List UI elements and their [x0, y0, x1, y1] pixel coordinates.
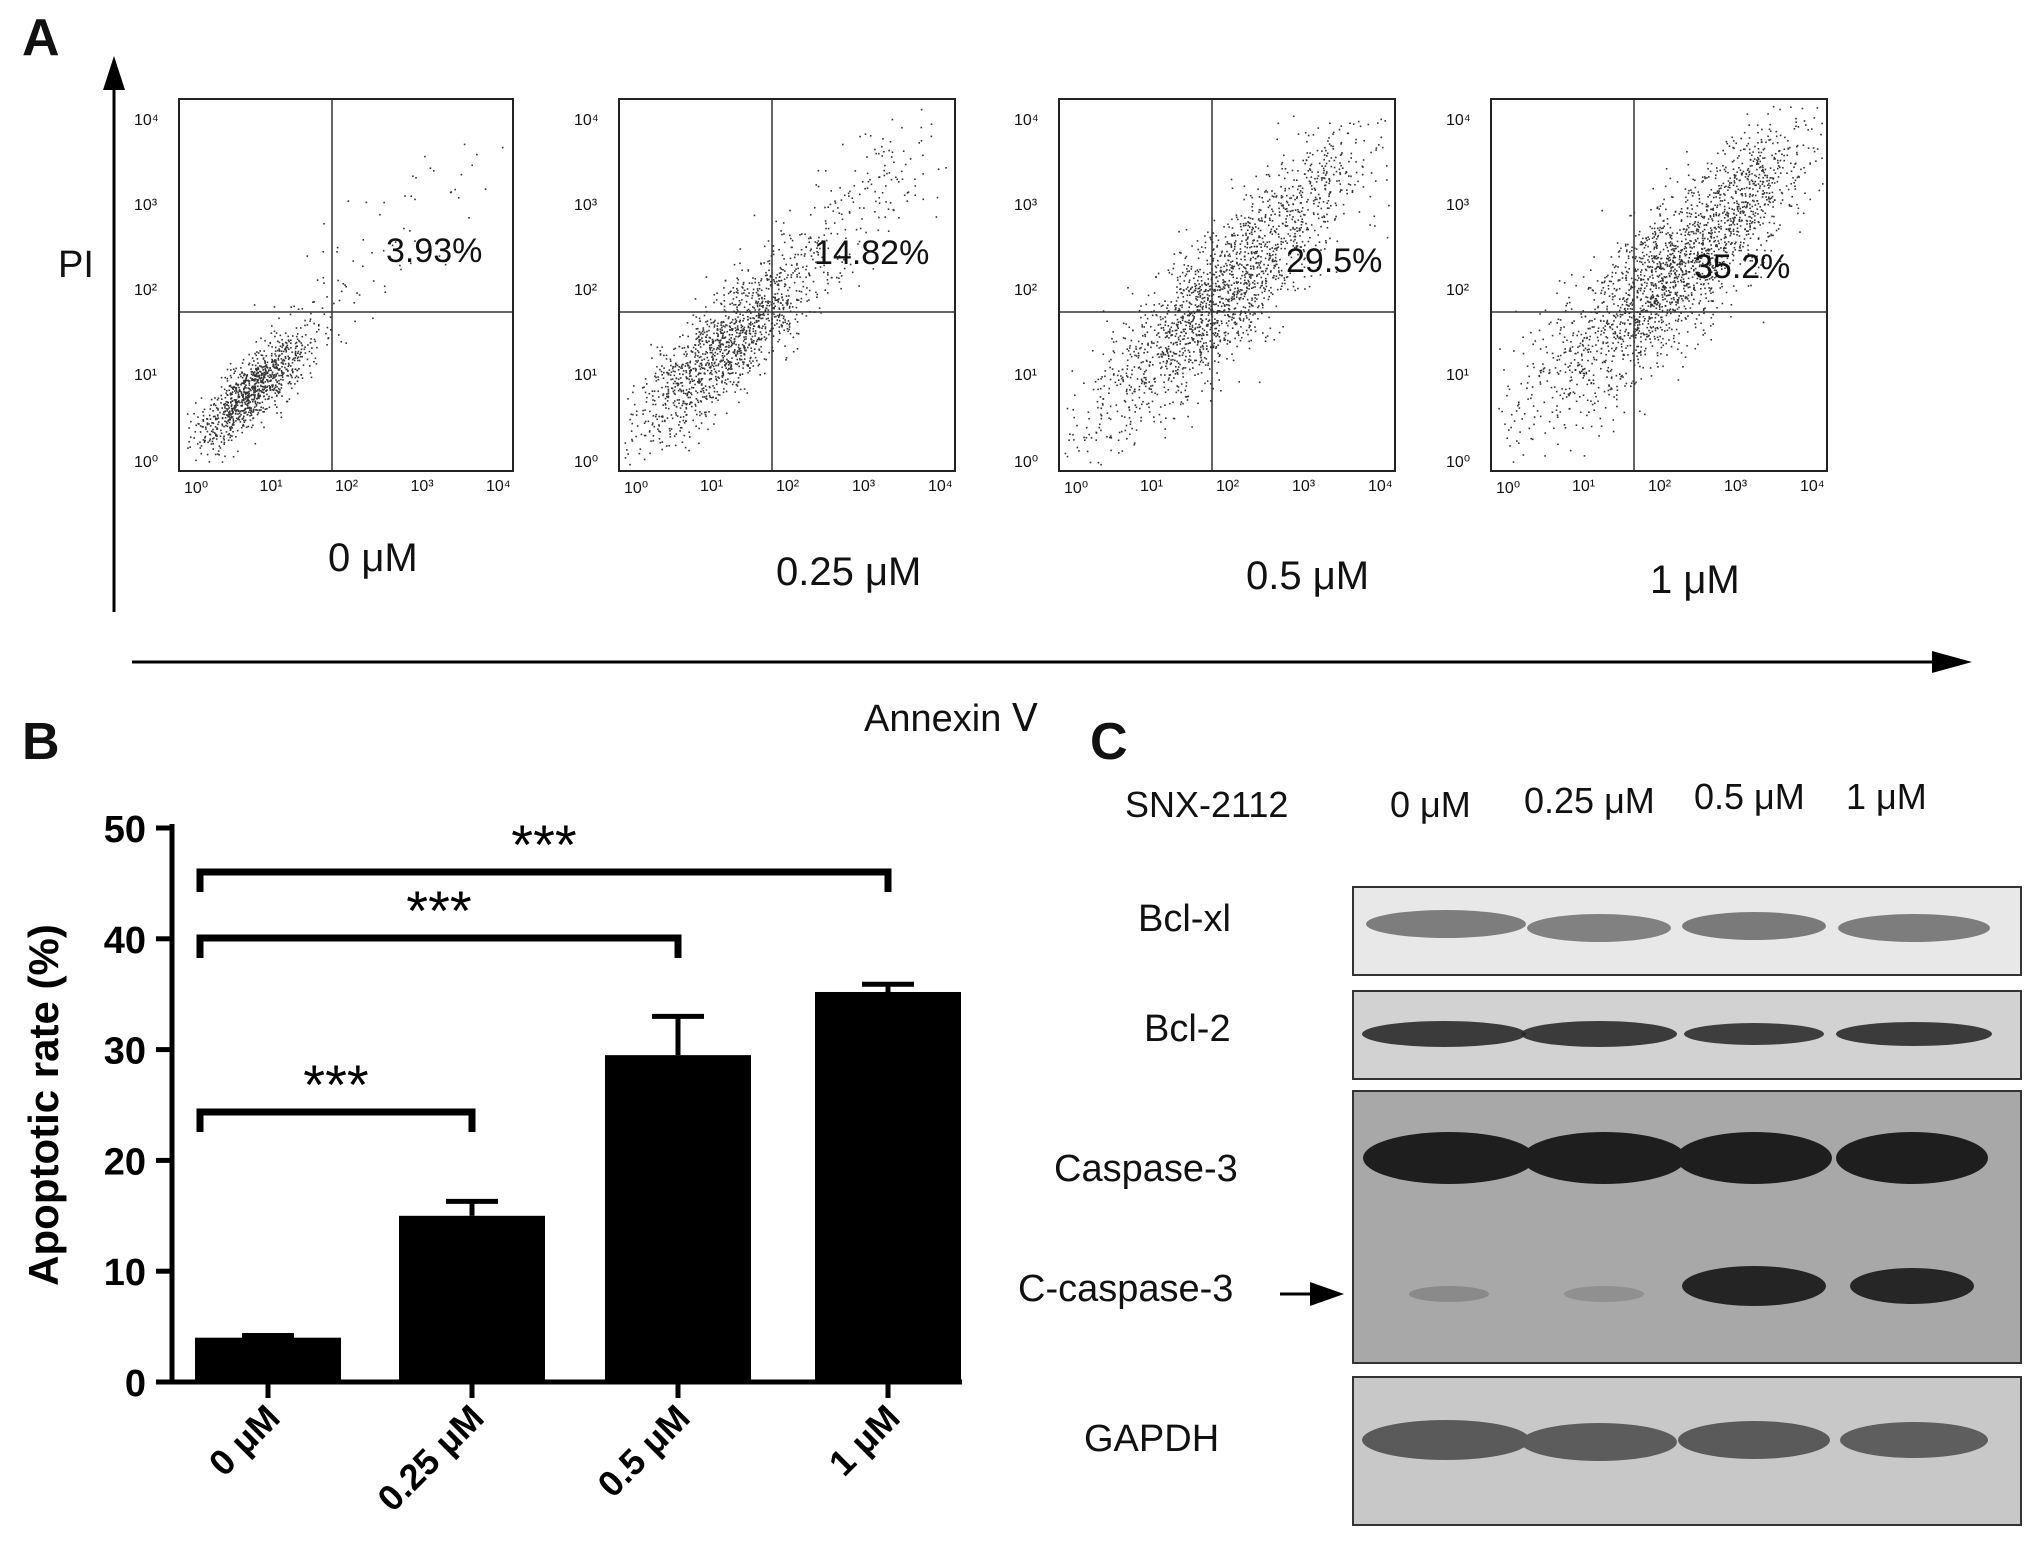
panel-letter-b: B — [22, 713, 60, 771]
flow-x-tick-2-3: 10³ — [1292, 478, 1316, 495]
flow-x-tick-3-4: 10⁴ — [1800, 478, 1825, 495]
flow-x-tick-3-0: 10⁰ — [1496, 480, 1521, 497]
apoptotic-rate-bar-chart: 0 10 20 30 40 50 Apoptotic rate (%) 0 μM 0.25 μM… — [20, 809, 962, 1519]
lane-label-1: 0.25 μM — [1524, 780, 1655, 821]
flow-y-tick-0-2: 10² — [134, 282, 158, 299]
flow-x-tick-3-1: 10¹ — [1572, 478, 1596, 495]
y-tick-label-1: 10 — [104, 1252, 146, 1294]
flow-y-tick-1-2: 10² — [574, 282, 598, 299]
blot-label-c-caspase-3: C-caspase-3 — [1018, 1268, 1234, 1310]
blot-label-gapdh: GAPDH — [1084, 1418, 1220, 1460]
flow-y-tick-1-0: 10⁰ — [574, 454, 599, 471]
bar-2 — [605, 1055, 751, 1382]
significance-label-0: *** — [303, 1053, 368, 1116]
annexin-axis-label: Annexin Ⅴ — [864, 698, 1038, 740]
blot-bcl-xl — [1352, 886, 2022, 976]
x-tick-label-0: 0 μM — [201, 1397, 288, 1484]
blot-caspase-3 — [1352, 1090, 2022, 1364]
flow-y-tick-3-1: 10¹ — [1446, 367, 1470, 384]
significance-bracket-1 — [196, 934, 682, 958]
flow-x-tick-0-2: 10² — [335, 478, 359, 495]
flow-x-tick-2-0: 10⁰ — [1064, 480, 1089, 497]
flow-y-tick-1-4: 10⁴ — [574, 112, 599, 129]
flow-plot-2 — [1058, 98, 1396, 472]
flow-y-tick-3-0: 10⁰ — [1446, 454, 1471, 471]
blot-gapdh — [1352, 1376, 2022, 1526]
y-tick-label-0: 0 — [125, 1363, 146, 1405]
flow-plot-0 — [178, 98, 514, 472]
panel-letter-c: C — [1090, 713, 1128, 771]
flow-y-tick-3-4: 10⁴ — [1446, 112, 1471, 129]
significance-bracket-0 — [196, 1108, 476, 1132]
x-tick-label-1: 0.25 μM — [369, 1397, 491, 1519]
flow-x-tick-2-1: 10¹ — [1140, 478, 1164, 495]
significance-label-2: *** — [511, 813, 576, 876]
blot-bcl-2 — [1352, 990, 2022, 1080]
flow-x-tick-0-3: 10³ — [410, 478, 434, 495]
flow-plot-dots-3 — [1492, 100, 1826, 470]
flow-x-tick-1-1: 10¹ — [700, 478, 724, 495]
flow-y-tick-1-3: 10³ — [574, 197, 598, 214]
flow-x-tick-0-1: 10¹ — [259, 478, 283, 495]
bar-3 — [815, 991, 961, 1382]
x-tick-label-3: 1 μM — [821, 1397, 908, 1484]
flow-x-tick-2-4: 10⁴ — [1368, 478, 1393, 495]
y-tick-label-4: 40 — [104, 920, 146, 962]
blot-label-caspase-3: Caspase-3 — [1054, 1148, 1238, 1190]
pi-axis-label: PI — [58, 244, 94, 286]
bar-0 — [195, 1337, 341, 1382]
blot-label-bcl-xl: Bcl-xl — [1138, 898, 1231, 940]
flow-percent-2: 29.5% — [1286, 242, 1383, 280]
flow-y-tick-2-1: 10¹ — [1014, 367, 1038, 384]
flow-plot-1 — [618, 98, 956, 472]
bar-1 — [399, 1215, 545, 1382]
flow-y-tick-2-3: 10³ — [1014, 197, 1038, 214]
lane-label-2: 0.5 μM — [1694, 776, 1805, 817]
flow-concentration-2: 0.5 μM — [1246, 554, 1370, 598]
lane-label-3: 1 μM — [1846, 776, 1927, 817]
flow-percent-3: 35.2% — [1694, 248, 1791, 286]
flow-y-tick-2-2: 10² — [1014, 282, 1038, 299]
flow-x-tick-1-0: 10⁰ — [624, 480, 649, 497]
lane-label-0: 0 μM — [1390, 784, 1471, 825]
flow-concentration-1: 0.25 μM — [776, 550, 922, 594]
flow-y-tick-0-1: 10¹ — [134, 367, 158, 384]
flow-y-tick-2-4: 10⁴ — [1014, 112, 1039, 129]
flow-y-tick-3-3: 10³ — [1446, 197, 1470, 214]
panel-letter-a: A — [22, 9, 60, 67]
flow-x-tick-1-4: 10⁴ — [928, 478, 953, 495]
flow-x-tick-0-0: 10⁰ — [184, 480, 209, 497]
y-tick-label-5: 50 — [104, 809, 146, 851]
y-tick-label-2: 20 — [104, 1141, 146, 1183]
flow-x-tick-2-2: 10² — [1216, 478, 1240, 495]
flow-x-tick-1-3: 10³ — [852, 478, 876, 495]
flow-y-tick-3-2: 10² — [1446, 282, 1470, 299]
c-caspase-arrow-icon — [1280, 1282, 1344, 1306]
flow-concentration-3: 1 μM — [1650, 558, 1740, 602]
flow-x-tick-0-4: 10⁴ — [486, 478, 511, 495]
flow-percent-1: 14.82% — [814, 234, 930, 272]
blot-label-bcl-2: Bcl-2 — [1144, 1008, 1231, 1050]
flow-x-tick-1-2: 10² — [776, 478, 800, 495]
flow-plot-dots-1 — [620, 100, 954, 470]
flow-x-tick-3-2: 10² — [1648, 478, 1672, 495]
y-axis-label: Apoptotic rate (%) — [20, 924, 67, 1286]
flow-plot-dots-0 — [180, 100, 512, 470]
flow-y-tick-0-4: 10⁴ — [134, 112, 159, 129]
flow-y-tick-2-0: 10⁰ — [1014, 454, 1039, 471]
flow-y-tick-1-1: 10¹ — [574, 367, 598, 384]
x-tick-label-2: 0.5 μM — [589, 1397, 697, 1505]
flow-percent-0: 3.93% — [386, 232, 483, 270]
significance-label-1: *** — [406, 879, 471, 942]
panel-a-axes — [103, 56, 1972, 673]
flow-plot-3 — [1490, 98, 1828, 472]
treatment-label: SNX-2112 — [1125, 784, 1289, 825]
flow-concentration-0: 0 μM — [328, 536, 418, 580]
flow-plot-dots-2 — [1060, 100, 1394, 470]
flow-x-tick-3-3: 10³ — [1724, 478, 1748, 495]
significance-bracket-2 — [196, 868, 892, 892]
flow-y-tick-0-0: 10⁰ — [134, 454, 159, 471]
flow-y-tick-0-3: 10³ — [134, 197, 158, 214]
y-tick-label-3: 30 — [104, 1031, 146, 1073]
